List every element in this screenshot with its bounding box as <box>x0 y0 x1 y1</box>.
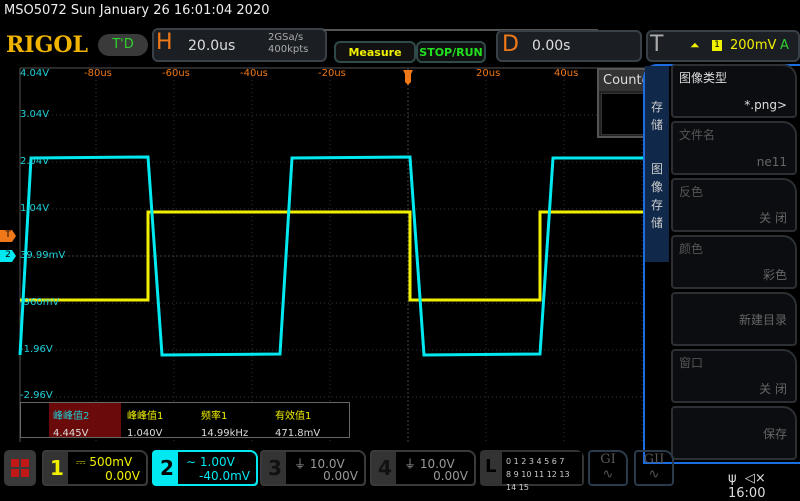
measurement-item[interactable]: 频率1 14.99kHz <box>201 411 249 439</box>
v-label: 1.04V <box>20 203 50 214</box>
sine-icon: ∿ <box>602 467 614 482</box>
dc-coupling-icon: ⎓ 500mV <box>76 455 133 469</box>
trigger-level: 200mV <box>730 38 777 53</box>
delay-panel[interactable] <box>496 30 642 62</box>
h-label: 20us <box>476 68 501 79</box>
generator-1-button[interactable]: GI ∿ <box>588 450 628 486</box>
channel-2-button[interactable]: 2 ∼ 1.00V -40.0mV <box>152 450 258 486</box>
h-label: -20us <box>318 68 346 79</box>
h-label: -80us <box>84 68 112 79</box>
sample-rate: 2GSa/s <box>268 32 304 43</box>
speaker-mute-icon: ◁× <box>744 471 766 486</box>
status-area: ψ ◁× 16:00 <box>728 471 800 501</box>
trigger-source: 1 <box>712 40 722 51</box>
menu-item-window[interactable]: 窗口关 闭 <box>671 349 797 403</box>
measurement-bar: 峰峰值2 4.445V 峰峰值1 1.040V 频率1 14.99kHz 有效值1 47… <box>20 402 350 439</box>
measure-button[interactable]: Measure <box>334 41 416 63</box>
grid <box>19 67 668 442</box>
trigger-level-marker[interactable]: T <box>0 230 16 242</box>
memory-depth: 400kpts <box>268 44 309 55</box>
memory-position-bar <box>323 29 598 37</box>
rigol-logo: RIGOL <box>6 32 88 58</box>
menu-tab-storage[interactable]: 存储 <box>650 100 663 132</box>
delay-label: D <box>502 32 519 57</box>
trigger-mode: A <box>780 38 789 53</box>
sine-icon: ∿ <box>648 467 660 482</box>
v-label: 3.04V <box>20 109 50 120</box>
v-label: 39.99mV <box>20 250 66 261</box>
clock: 16:00 <box>728 486 766 501</box>
trigger-panel[interactable] <box>646 30 800 62</box>
ac-coupling-icon: ∼ 1.00V <box>186 455 235 469</box>
h-label: -40us <box>240 68 268 79</box>
waveform-display[interactable] <box>0 66 670 446</box>
v-label: -960mV <box>20 297 60 308</box>
horizontal-panel[interactable] <box>152 28 327 62</box>
v-label: -2.96V <box>20 390 53 401</box>
channel-2-offset-marker[interactable]: 2 <box>0 250 16 262</box>
v-label: -1.96V <box>20 344 53 355</box>
v-label: 4.04V <box>20 68 50 79</box>
channel-1-waveform <box>20 210 668 302</box>
menu-item-save[interactable]: 保存 <box>671 406 797 460</box>
measurement-item[interactable]: 峰峰值2 4.445V <box>49 403 121 439</box>
rising-edge-icon: ⏶ <box>690 38 700 52</box>
menu-tab <box>645 66 669 262</box>
generator-2-button[interactable]: GII ∿ <box>634 450 674 486</box>
horizontal-label: H <box>156 30 173 55</box>
stop-run-button[interactable]: STOP/RUN <box>416 41 486 63</box>
title-bar: MSO5072 Sun January 26 16:01:04 2020 <box>4 3 270 18</box>
gnd-coupling-icon: ⏚ 10.0V <box>404 457 455 471</box>
trigger-position-marker <box>403 70 413 85</box>
trigger-label: T <box>650 32 664 57</box>
menu-item-new-folder[interactable]: 新建目录 <box>671 292 797 346</box>
menu-item-filename[interactable]: 文件名 ne11 <box>671 121 797 175</box>
channel-1-button[interactable]: 1 ⎓ 500mV 0.00V <box>42 450 148 486</box>
v-label: 2.04V <box>20 156 50 167</box>
menu-item-image-type[interactable]: 图像类型 *.png> <box>671 64 797 118</box>
measurement-item[interactable]: 峰峰值1 1.040V <box>127 411 164 439</box>
delay-value: 0.00s <box>532 38 571 54</box>
gnd-coupling-icon: ⏚ 10.0V <box>294 457 345 471</box>
measurement-item[interactable]: 有效值1 471.8mV <box>275 411 321 439</box>
h-label: -60us <box>162 68 190 79</box>
timebase-value: 20.0us <box>188 38 236 54</box>
h-label: 40us <box>554 68 579 79</box>
menu-item-invert[interactable]: 反色关 闭 <box>671 178 797 232</box>
channel-2-waveform <box>18 155 668 357</box>
usb-icon: ψ <box>728 471 737 486</box>
menu-item-color[interactable]: 颜色 彩色 <box>671 235 797 289</box>
counter-title: Counter <box>599 70 655 91</box>
channel-4-button[interactable]: 4 ⏚ 10.0V 0.00V <box>370 450 476 486</box>
channel-3-button[interactable]: 3 ⏚ 10.0V 0.00V <box>260 450 366 486</box>
menu-tab-image-storage[interactable]: 图像存储 <box>650 162 663 230</box>
trigger-status-badge: T'D <box>98 34 148 56</box>
home-button[interactable] <box>4 450 36 486</box>
